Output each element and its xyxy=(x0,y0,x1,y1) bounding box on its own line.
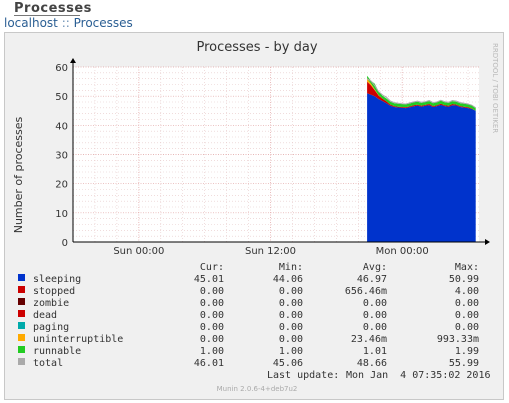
legend-value-max: 4.00 xyxy=(455,286,479,297)
x-tick-label: Sun 12:00 xyxy=(245,246,296,257)
legend-value-max: 0.00 xyxy=(455,298,479,309)
legend-value-cur: 1.00 xyxy=(200,346,224,357)
legend-swatch-runnable xyxy=(18,346,25,353)
legend-value-cur: 0.00 xyxy=(200,310,224,321)
x-tick-label: Sun 00:00 xyxy=(113,246,164,257)
breadcrumb-processes-link[interactable]: Processes xyxy=(73,16,133,30)
x-tick-label: Mon 00:00 xyxy=(376,246,429,257)
title-underline xyxy=(14,15,80,16)
legend-value-avg: 0.00 xyxy=(363,322,387,333)
legend-value-cur: 45.01 xyxy=(194,274,224,285)
chart-watermark: RRDTOOL / TOBI OETIKER xyxy=(491,43,499,133)
page-title: Processes xyxy=(14,1,92,16)
legend-header-avg: Avg: xyxy=(363,262,387,273)
y-tick-label: 0 xyxy=(62,238,68,249)
legend-value-avg: 0.00 xyxy=(363,310,387,321)
legend-value-min: 0.00 xyxy=(279,298,303,309)
legend-value-avg: 1.01 xyxy=(363,346,387,357)
legend-label-zombie: zombie xyxy=(33,298,69,309)
chart-title: Processes - by day xyxy=(196,40,317,55)
y-tick-label: 40 xyxy=(55,121,68,132)
legend-label-dead: dead xyxy=(33,310,57,321)
legend-swatch-sleeping xyxy=(18,274,25,281)
y-axis-label: Number of processes xyxy=(12,116,25,233)
legend-label-total: total xyxy=(33,358,63,369)
breadcrumb-host-link[interactable]: localhost xyxy=(4,16,58,30)
processes-graph[interactable]: Processes - by day RRDTOOL / TOBI OETIKE… xyxy=(4,32,504,400)
x-axis-arrow xyxy=(485,239,490,245)
legend-value-max: 993.33m xyxy=(437,334,479,345)
line-total xyxy=(366,78,476,109)
legend-header-max: Max: xyxy=(455,262,479,273)
legend-value-max: 0.00 xyxy=(455,322,479,333)
y-axis-arrow xyxy=(70,58,76,63)
munin-version: Munin 2.0.6-4+deb7u2 xyxy=(217,385,298,393)
legend-value-min: 44.06 xyxy=(273,274,303,285)
legend-label-runnable: runnable xyxy=(33,346,81,357)
y-tick-label: 20 xyxy=(55,180,68,191)
legend-value-min: 45.06 xyxy=(273,358,303,369)
legend-value-min: 0.00 xyxy=(279,286,303,297)
legend-swatch-total xyxy=(18,358,25,365)
legend-value-cur: 0.00 xyxy=(200,334,224,345)
y-tick-label: 10 xyxy=(55,209,68,220)
breadcrumb: localhost :: Processes xyxy=(4,16,133,30)
legend-value-avg: 48.66 xyxy=(357,358,387,369)
legend-swatch-dead xyxy=(18,310,25,317)
legend-label-stopped: stopped xyxy=(33,286,75,297)
legend-swatch-uninterruptible xyxy=(18,334,25,341)
y-tick-label: 30 xyxy=(55,151,68,162)
last-update-value: Mon Jan 4 07:35:02 2016 xyxy=(346,370,491,381)
legend-value-avg: 46.97 xyxy=(357,274,387,285)
legend-label-uninterruptible: uninterruptible xyxy=(33,334,123,345)
legend-value-cur: 0.00 xyxy=(200,286,224,297)
legend-value-min: 0.00 xyxy=(279,310,303,321)
legend-value-avg: 0.00 xyxy=(363,298,387,309)
last-update-label: Last update: xyxy=(267,370,339,381)
legend-header-min: Min: xyxy=(279,262,303,273)
legend-header-cur: Cur: xyxy=(200,262,224,273)
legend-value-max: 1.99 xyxy=(455,346,479,357)
legend-value-min: 1.00 xyxy=(279,346,303,357)
legend-value-max: 55.99 xyxy=(449,358,479,369)
legend-value-cur: 46.01 xyxy=(194,358,224,369)
legend-value-min: 0.00 xyxy=(279,334,303,345)
legend-value-avg: 23.46m xyxy=(351,334,387,345)
legend-swatch-paging xyxy=(18,322,25,329)
legend-label-paging: paging xyxy=(33,322,69,333)
legend-value-max: 0.00 xyxy=(455,310,479,321)
legend-value-cur: 0.00 xyxy=(200,322,224,333)
legend-value-avg: 656.46m xyxy=(345,286,387,297)
area-runnable xyxy=(367,75,476,111)
breadcrumb-separator: :: xyxy=(61,16,70,30)
legend-swatch-zombie xyxy=(18,298,25,305)
y-tick-label: 60 xyxy=(55,63,68,74)
area-sleeping xyxy=(367,93,476,242)
y-tick-label: 50 xyxy=(55,92,68,103)
legend-label-sleeping: sleeping xyxy=(33,274,81,285)
legend-value-cur: 0.00 xyxy=(200,298,224,309)
legend-value-min: 0.00 xyxy=(279,322,303,333)
legend-value-max: 50.99 xyxy=(449,274,479,285)
legend-swatch-stopped xyxy=(18,286,25,293)
